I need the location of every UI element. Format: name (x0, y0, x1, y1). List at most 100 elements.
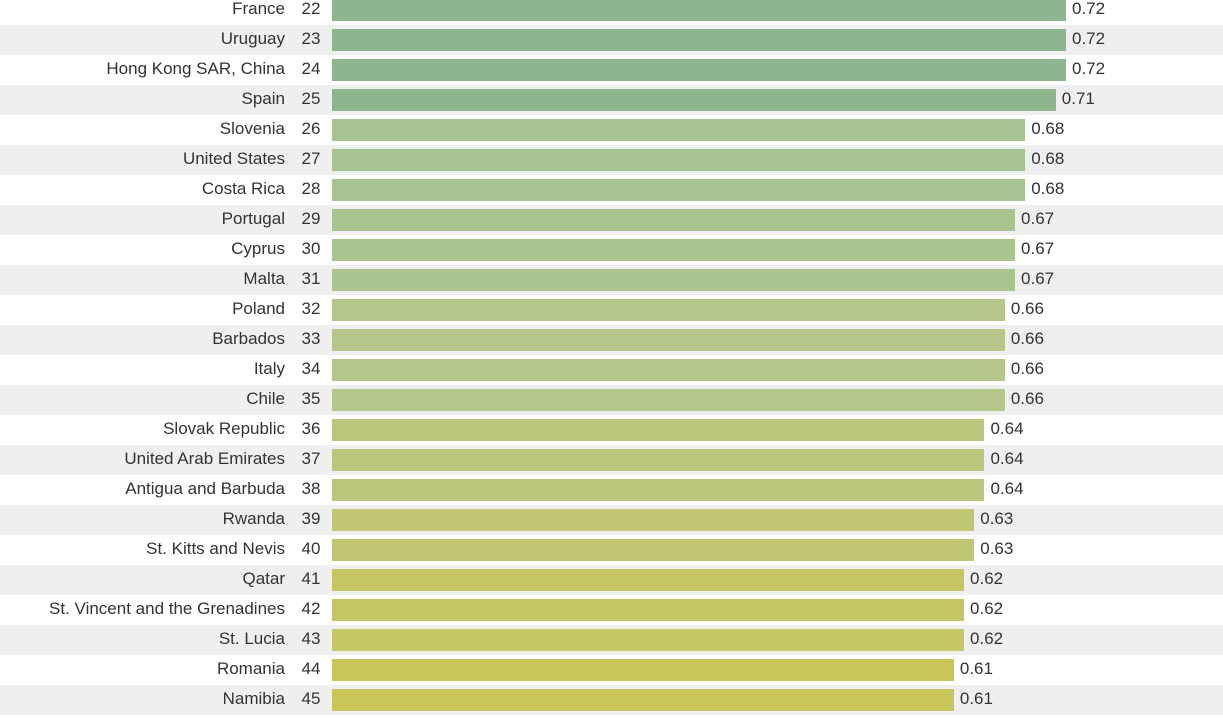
rank-label: 29 (301, 209, 321, 228)
rank-label: 30 (301, 239, 321, 258)
value-label: 0.68 (1031, 179, 1065, 198)
category-label: United Arab Emirates (124, 449, 285, 468)
rank-label: 31 (301, 269, 321, 288)
rank-label: 32 (301, 299, 321, 318)
chart-row: Namibia 45 0.61 (0, 685, 1223, 715)
category-label: Malta (243, 269, 285, 288)
category-label: Poland (232, 299, 285, 318)
bar (332, 419, 985, 441)
category-label: Rwanda (222, 509, 285, 528)
chart-row: Italy 34 0.66 (0, 355, 1223, 385)
value-label: 0.66 (1010, 359, 1044, 378)
value-label: 0.72 (1072, 59, 1106, 78)
value-label: 0.72 (1072, 0, 1106, 18)
chart-row: Costa Rica 28 0.68 (0, 175, 1223, 205)
category-label: St. Vincent and the Grenadines (49, 599, 285, 618)
chart-row: France 22 0.72 (0, 0, 1223, 25)
value-label: 0.64 (990, 449, 1024, 468)
value-label: 0.67 (1021, 209, 1055, 228)
rank-label: 43 (301, 629, 321, 648)
value-label: 0.66 (1010, 389, 1044, 408)
rank-label: 44 (301, 659, 321, 678)
value-label: 0.66 (1010, 329, 1044, 348)
bar (332, 269, 1016, 291)
category-label: Chile (246, 389, 285, 408)
value-label: 0.67 (1021, 269, 1055, 288)
category-label: Namibia (222, 689, 285, 708)
category-label: Slovak Republic (163, 419, 285, 438)
category-label: Portugal (221, 209, 285, 228)
chart-row: Malta 31 0.67 (0, 265, 1223, 295)
chart-row: St. Vincent and the Grenadines 42 0.62 (0, 595, 1223, 625)
rank-label: 25 (301, 89, 321, 108)
chart-row: Qatar 41 0.62 (0, 565, 1223, 595)
value-label: 0.71 (1061, 89, 1095, 108)
bar (332, 59, 1066, 81)
bar (332, 689, 954, 711)
bar (332, 509, 975, 531)
bar (332, 179, 1026, 201)
value-label: 0.63 (980, 539, 1014, 558)
bar (332, 0, 1066, 21)
rank-label: 40 (301, 539, 321, 558)
chart-row: Uruguay 23 0.72 (0, 25, 1223, 55)
rank-label: 35 (301, 389, 321, 408)
bar (332, 539, 975, 561)
value-label: 0.67 (1021, 239, 1055, 258)
bar (332, 329, 1005, 351)
bar (332, 599, 965, 621)
bar (332, 569, 965, 591)
bar (332, 89, 1056, 111)
rank-label: 27 (301, 149, 321, 168)
bar (332, 359, 1005, 381)
chart-row: Cyprus 30 0.67 (0, 235, 1223, 265)
category-label: Italy (253, 359, 285, 378)
bar (332, 449, 985, 471)
rank-label: 33 (301, 329, 321, 348)
rank-label: 36 (301, 419, 321, 438)
value-label: 0.66 (1010, 299, 1044, 318)
bar (332, 659, 954, 681)
rank-label: 41 (301, 569, 321, 588)
value-label: 0.68 (1031, 119, 1065, 138)
category-label: United States (182, 149, 285, 168)
chart-row: St. Kitts and Nevis 40 0.63 (0, 535, 1223, 565)
rank-label: 34 (301, 359, 321, 378)
value-label: 0.62 (970, 599, 1004, 618)
bar (332, 299, 1005, 321)
bar (332, 479, 985, 501)
bar (332, 629, 965, 651)
chart-row: St. Lucia 43 0.62 (0, 625, 1223, 655)
rank-label: 45 (301, 689, 321, 708)
category-label: Romania (216, 659, 285, 678)
bar (332, 389, 1005, 411)
category-label: Slovenia (219, 119, 285, 138)
category-label: Costa Rica (201, 179, 285, 198)
rank-label: 22 (301, 0, 321, 18)
category-label: Spain (241, 89, 285, 108)
chart-row: Antigua and Barbuda 38 0.64 (0, 475, 1223, 505)
rank-label: 24 (301, 59, 321, 78)
chart-row: Rwanda 39 0.63 (0, 505, 1223, 535)
bar (332, 209, 1016, 231)
chart-row: Chile 35 0.66 (0, 385, 1223, 415)
value-label: 0.61 (959, 659, 993, 678)
value-label: 0.62 (970, 569, 1004, 588)
rank-label: 37 (301, 449, 321, 468)
rank-label: 42 (301, 599, 321, 618)
value-label: 0.64 (990, 419, 1024, 438)
value-label: 0.64 (990, 479, 1024, 498)
bar (332, 149, 1026, 171)
rank-label: 39 (301, 509, 321, 528)
value-label: 0.72 (1072, 29, 1106, 48)
rank-label: 23 (301, 29, 321, 48)
category-label: Uruguay (220, 29, 285, 48)
bar (332, 29, 1066, 51)
chart-row: Romania 44 0.61 (0, 655, 1223, 685)
chart-row: Slovak Republic 36 0.64 (0, 415, 1223, 445)
category-label: Antigua and Barbuda (125, 479, 285, 498)
chart-row: Slovenia 26 0.68 (0, 115, 1223, 145)
rank-label: 28 (301, 179, 321, 198)
value-label: 0.62 (970, 629, 1004, 648)
chart-row: United States 27 0.68 (0, 145, 1223, 175)
